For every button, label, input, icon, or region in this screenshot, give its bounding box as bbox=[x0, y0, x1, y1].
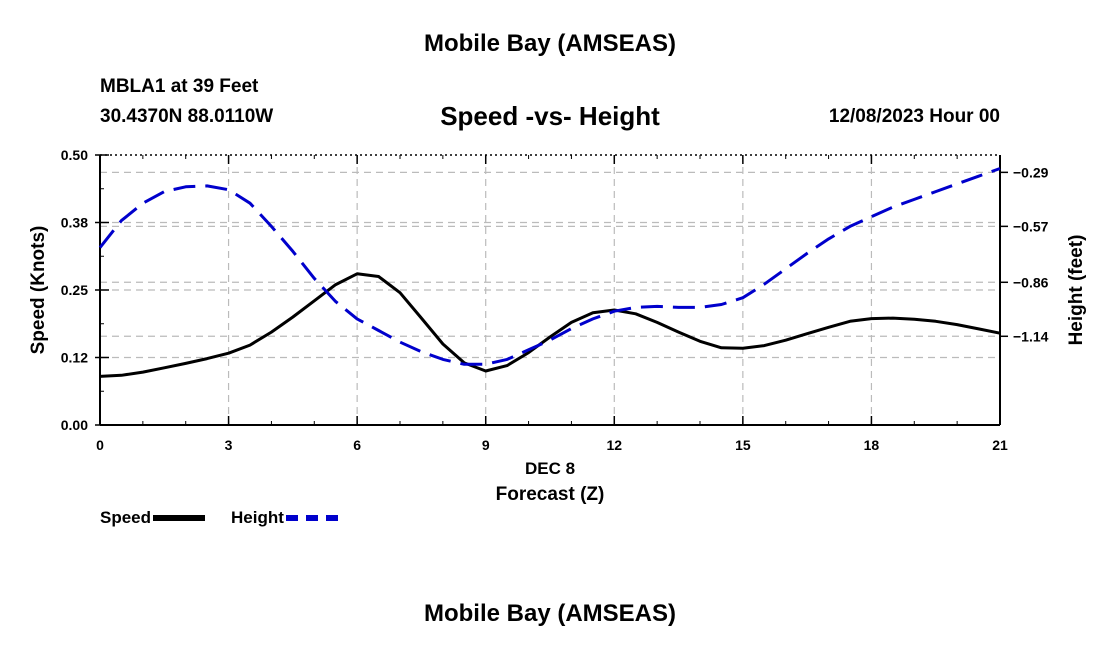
y2-tick-label: −1.14 bbox=[1013, 328, 1049, 344]
height-series-line bbox=[98, 167, 1001, 366]
series-lines bbox=[98, 167, 1001, 378]
y-tick-label: 0.38 bbox=[61, 215, 88, 231]
chart-date: 12/08/2023 Hour 00 bbox=[828, 106, 1000, 127]
y-axis-label: Speed (Knots) bbox=[28, 226, 49, 355]
station-coords: 30.4370N 88.0110W bbox=[100, 106, 274, 127]
plot-frame bbox=[99, 154, 1001, 426]
x-tick-label: 12 bbox=[606, 437, 622, 453]
speed-series-line bbox=[99, 272, 1001, 378]
legend-height-swatch bbox=[285, 515, 338, 521]
x-tick-label: 3 bbox=[225, 437, 233, 453]
y2-tick-label: −0.57 bbox=[1013, 218, 1049, 234]
legend-height: Height bbox=[231, 508, 338, 528]
legend-speed: Speed bbox=[100, 508, 206, 528]
legend-speed-swatch bbox=[153, 515, 206, 521]
x-tick-label: 21 bbox=[992, 437, 1008, 453]
y-tick-label: 0.00 bbox=[61, 417, 88, 433]
x-tick-label: 6 bbox=[353, 437, 361, 453]
legend-speed-label: Speed bbox=[100, 508, 152, 527]
chart-title: Speed -vs- Height bbox=[440, 101, 660, 131]
x-axis-sublabel: DEC 8 bbox=[525, 459, 575, 478]
y2-axis-label: Height (feet) bbox=[1066, 235, 1087, 346]
y-tick-label: 0.25 bbox=[61, 282, 88, 298]
y2-tick-label: −0.29 bbox=[1013, 164, 1049, 180]
x-axis-label: Forecast (Z) bbox=[496, 484, 605, 505]
y-tick-label: 0.12 bbox=[61, 350, 88, 366]
main-title: Mobile Bay (AMSEAS) bbox=[423, 30, 677, 57]
y2-tick-label: −0.86 bbox=[1013, 274, 1049, 290]
y-tick-label: 0.50 bbox=[61, 147, 88, 163]
x-tick-label: 15 bbox=[735, 437, 751, 453]
footer-title: Mobile Bay (AMSEAS) bbox=[423, 600, 677, 627]
legend-height-label: Height bbox=[231, 508, 284, 527]
axes: 0 3 6 9 12 15 18 21 0.00 0.12 0.25 0.38 0.50 −1.14 −0.… bbox=[61, 147, 1049, 453]
station-name: MBLA1 at 39 Feet bbox=[100, 76, 259, 97]
x-tick-label: 0 bbox=[96, 437, 104, 453]
x-tick-label: 18 bbox=[864, 437, 880, 453]
x-tick-label: 9 bbox=[482, 437, 490, 453]
